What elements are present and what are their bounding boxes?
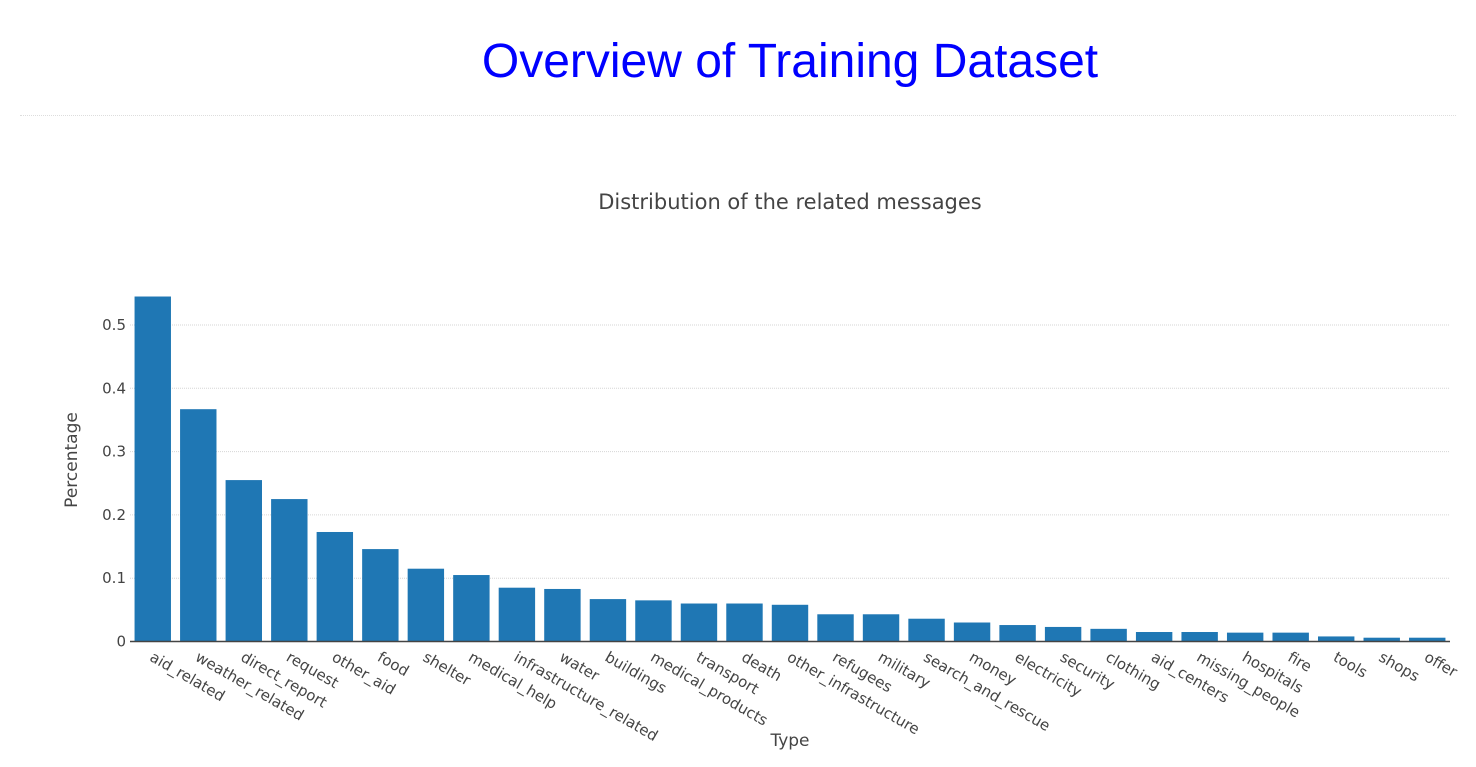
x-tick-label: shelter <box>420 648 475 690</box>
bar-search_and_rescue[interactable] <box>908 618 945 642</box>
bar-other_aid[interactable] <box>316 531 354 642</box>
bar-food[interactable] <box>362 549 399 642</box>
bar-aid_centers[interactable] <box>1135 632 1173 642</box>
bars-layer <box>134 296 1446 642</box>
y-tick-label: 0 <box>116 633 126 651</box>
y-tick-label: 0.3 <box>102 443 126 461</box>
y-tick-label: 0.2 <box>102 506 126 524</box>
bar-money[interactable] <box>953 622 991 642</box>
bar-offer[interactable] <box>1409 637 1446 642</box>
y-tick-label: 0.5 <box>102 316 126 334</box>
header-divider <box>20 115 1456 116</box>
bar-infrastructure_related[interactable] <box>498 587 536 642</box>
bar-medical_products[interactable] <box>635 600 672 642</box>
bar-direct_report[interactable] <box>225 480 262 642</box>
bar-security[interactable] <box>1044 626 1082 642</box>
chart-title: Distribution of the related messages <box>598 190 982 214</box>
bar-buildings[interactable] <box>589 599 627 642</box>
page-header: Overview of Training Dataset <box>0 0 1476 116</box>
x-tick-label: shops <box>1376 648 1423 686</box>
bar-death[interactable] <box>726 603 763 642</box>
bar-shops[interactable] <box>1363 637 1400 642</box>
bar-military[interactable] <box>862 614 900 642</box>
grid-layer <box>130 324 1450 579</box>
y-tick-label: 0.4 <box>102 379 126 397</box>
bar-electricity[interactable] <box>999 625 1036 642</box>
page-title: Overview of Training Dataset <box>481 35 1099 88</box>
x-tick-label: offer <box>1421 648 1461 681</box>
y-tick-labels: 0 0.1 0.2 0.3 0.4 0.5 <box>102 316 126 651</box>
bar-fire[interactable] <box>1272 632 1309 642</box>
x-axis-title: Type <box>769 731 809 751</box>
y-axis-title: Percentage <box>62 412 82 508</box>
bar-tools[interactable] <box>1318 636 1355 642</box>
bar-other_infrastructure[interactable] <box>771 604 809 642</box>
bar-transport[interactable] <box>680 603 718 642</box>
bar-medical_help[interactable] <box>453 575 490 642</box>
bar-clothing[interactable] <box>1090 628 1127 642</box>
bar-shelter[interactable] <box>407 568 445 642</box>
bar-request[interactable] <box>271 499 308 642</box>
bar-aid_related[interactable] <box>134 296 171 642</box>
bar-water[interactable] <box>544 588 581 642</box>
bar-hospitals[interactable] <box>1226 632 1264 642</box>
x-tick-label: tools <box>1330 648 1371 682</box>
y-tick-label: 0.1 <box>102 569 126 587</box>
bar-refugees[interactable] <box>817 614 854 642</box>
bar-missing_people[interactable] <box>1181 632 1218 642</box>
bar-weather_related[interactable] <box>180 409 217 642</box>
